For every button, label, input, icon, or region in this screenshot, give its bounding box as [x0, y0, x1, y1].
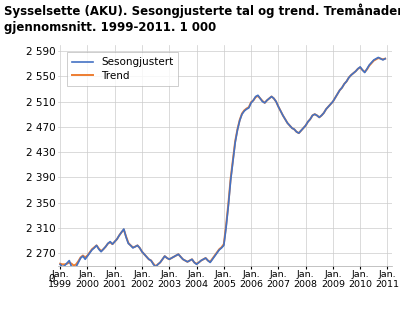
Sesongjustert — [160, 257, 165, 261]
Trend — [153, 264, 158, 268]
Trend — [160, 257, 165, 261]
Trend — [322, 111, 326, 115]
Legend: Sesongjustert, Trend: Sesongjustert, Trend — [66, 52, 178, 86]
Line: Sesongjustert: Sesongjustert — [60, 57, 385, 271]
Sesongjustert — [292, 127, 297, 131]
Trend — [58, 262, 62, 266]
Line: Trend: Trend — [60, 58, 385, 266]
Trend — [376, 56, 381, 60]
Text: gjennomsnitt. 1999-2011. 1 000: gjennomsnitt. 1999-2011. 1 000 — [4, 21, 216, 34]
Trend — [292, 127, 297, 131]
Sesongjustert — [58, 262, 62, 266]
Text: 0: 0 — [48, 275, 55, 284]
Trend — [326, 105, 331, 108]
Sesongjustert — [376, 55, 381, 59]
Sesongjustert — [383, 57, 388, 60]
Text: Sysselsette (AKU). Sesongjusterte tal og trend. Tremånaders glidande: Sysselsette (AKU). Sesongjusterte tal og… — [4, 3, 400, 18]
Trend — [106, 242, 110, 245]
Trend — [80, 253, 85, 257]
Sesongjustert — [83, 257, 88, 261]
Sesongjustert — [326, 105, 331, 108]
Sesongjustert — [108, 240, 112, 244]
Sesongjustert — [322, 111, 326, 115]
Trend — [383, 57, 388, 60]
Sesongjustert — [72, 269, 76, 273]
